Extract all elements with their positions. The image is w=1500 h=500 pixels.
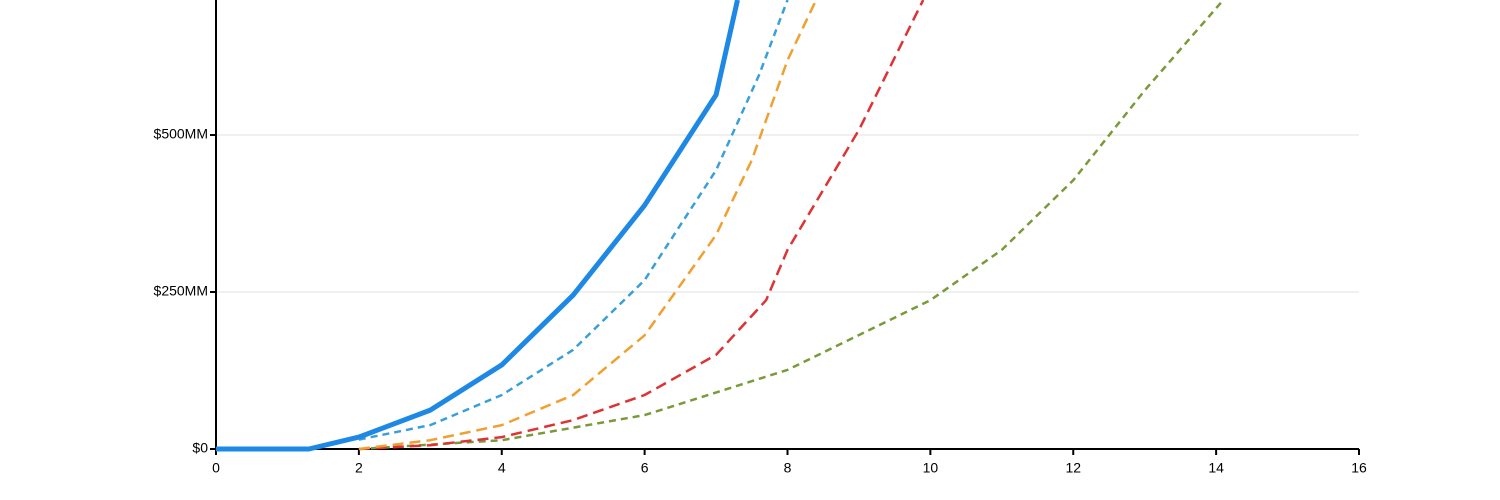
- x-tick-label: 4: [498, 460, 506, 476]
- y-tick-label: $0: [192, 440, 208, 456]
- x-tick-label: 2: [355, 460, 363, 476]
- y-tick-label: $250MM: [154, 283, 208, 299]
- x-tick-label: 6: [641, 460, 649, 476]
- series-line: [358, 0, 1225, 451]
- x-tick-label: 14: [1208, 460, 1224, 476]
- x-tick-label: 8: [784, 460, 792, 476]
- x-tick-label: 16: [1351, 460, 1367, 476]
- y-tick-label: $500MM: [154, 126, 208, 142]
- series-line: [358, 0, 925, 451]
- series-line: [216, 0, 740, 452]
- x-tick-label: 12: [1065, 460, 1081, 476]
- x-tick-label: 0: [212, 460, 220, 476]
- series-line: [358, 0, 818, 451]
- series-line: [358, 0, 789, 441]
- x-tick-label: 10: [923, 460, 939, 476]
